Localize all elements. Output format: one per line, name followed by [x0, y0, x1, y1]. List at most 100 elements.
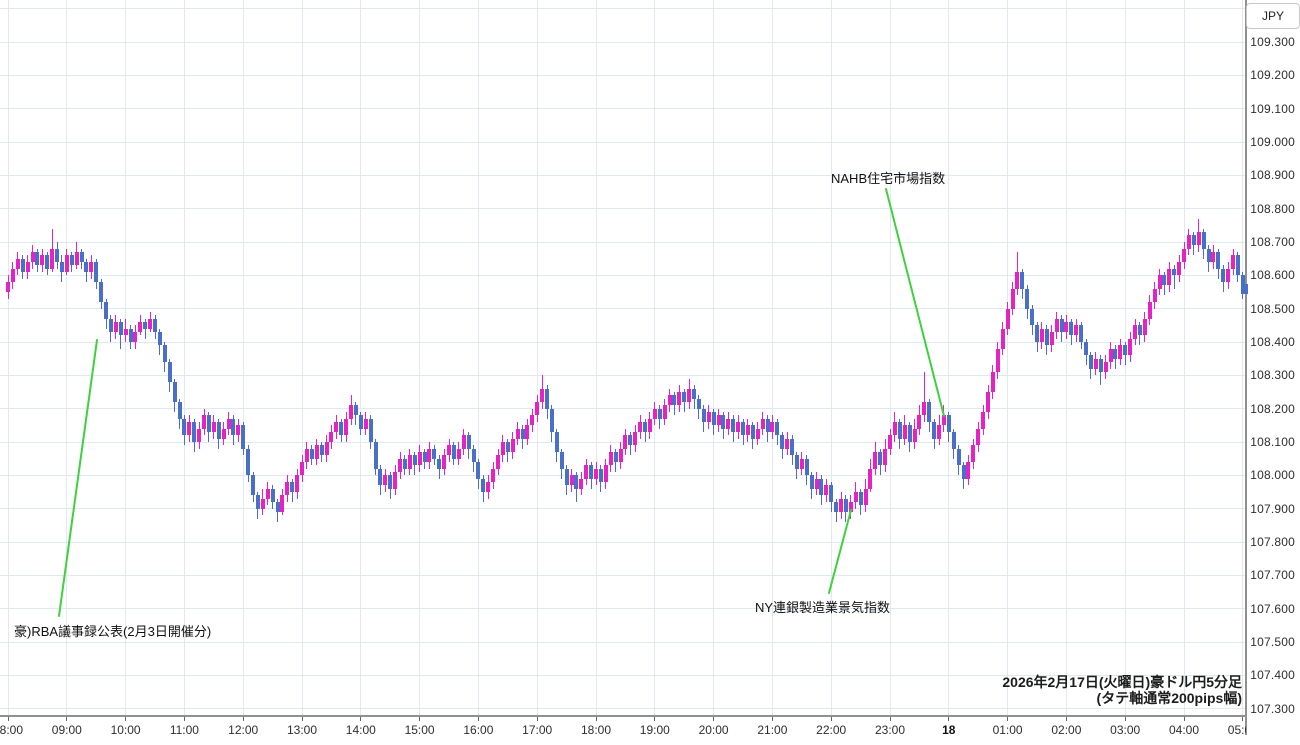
candle-body [1010, 288, 1015, 309]
plot-area[interactable]: 豪)RBA議事録公表(2月3日開催分) NAHB住宅市場指数 NY連銀製造業景気指数 [0, 0, 1246, 715]
candle-body [594, 468, 598, 479]
gridline-vertical [242, 0, 244, 715]
candle-body [603, 465, 608, 482]
candle-body [187, 422, 192, 436]
chart-caption: 2026年2月17日(火曜日)豪ドル円5分足 (タテ軸通常200pips幅) [1002, 674, 1242, 706]
candle-body [231, 418, 236, 436]
candle-body [226, 418, 231, 429]
candle-body [167, 362, 172, 382]
gridline-vertical [948, 0, 950, 715]
candle-body [55, 248, 59, 262]
time-axis-tick [595, 717, 597, 721]
time-label: 11:00 [169, 723, 199, 737]
candle-wick [144, 318, 146, 339]
price-label: 108.000 [1250, 468, 1295, 483]
gridline-horizontal [0, 674, 1245, 676]
candle-body [246, 448, 251, 476]
candle-body [598, 468, 603, 482]
time-axis-tick [830, 717, 832, 721]
candle-body [1108, 348, 1113, 362]
time-axis-tick [536, 717, 538, 721]
event-annotation-label: NY連銀製造業景気指数 [755, 600, 891, 615]
candle-body [618, 448, 623, 462]
candle-body [481, 478, 486, 492]
candle-body [692, 388, 696, 399]
candle-body [157, 332, 162, 346]
time-label: 20:00 [698, 723, 729, 737]
candle-body [84, 262, 89, 272]
candle-body [177, 402, 182, 419]
candle-body [6, 282, 10, 292]
candle-body [64, 255, 69, 272]
price-label: 107.800 [1250, 535, 1295, 549]
candle-body [819, 478, 824, 496]
time-label: 10:00 [110, 723, 141, 737]
gridline-vertical [7, 0, 9, 715]
candle-body [1098, 358, 1103, 372]
candle-body [515, 428, 520, 439]
candle-body [69, 255, 74, 266]
price-label: 108.800 [1250, 201, 1295, 216]
candle-body [736, 422, 741, 432]
candle-body [662, 405, 667, 419]
candle-body [1049, 332, 1054, 346]
candle-body [956, 448, 961, 466]
candle-body [153, 318, 157, 332]
candle-body [770, 422, 775, 432]
candle-body [1216, 252, 1221, 269]
gridline-horizontal [0, 541, 1245, 543]
gridline-horizontal [0, 508, 1245, 510]
candle-body [1064, 322, 1069, 332]
price-label: 108.900 [1250, 168, 1295, 183]
candle-body [946, 415, 951, 432]
event-annotation-label: 豪)RBA議事録公表(2月3日開催分) [14, 624, 212, 639]
candle-body [1186, 235, 1191, 249]
candle-body [270, 488, 275, 502]
candle-body [1069, 322, 1074, 336]
candle-body [981, 412, 986, 429]
candle-body [726, 418, 731, 429]
currency-label-button[interactable]: JPY [1246, 3, 1300, 29]
time-axis-tick [360, 717, 362, 721]
candle-body [608, 452, 613, 466]
candle-body [1147, 302, 1152, 319]
candle-body [275, 502, 280, 512]
price-label: 107.700 [1250, 568, 1295, 583]
candle-body [295, 475, 300, 492]
gridline-horizontal [0, 308, 1245, 310]
time-label: 22:00 [816, 723, 847, 737]
candle-body [579, 478, 584, 489]
price-label: 108.500 [1250, 301, 1295, 316]
event-annotation-line [885, 188, 945, 417]
candle-body [1162, 275, 1167, 286]
time-label: 16:00 [463, 723, 494, 737]
candle-body [731, 418, 736, 432]
gridline-horizontal [0, 274, 1245, 276]
candle-body [500, 442, 505, 456]
candle-body [1201, 232, 1206, 249]
candle-body [701, 408, 706, 422]
candle-body [251, 475, 255, 496]
candle-body [672, 395, 677, 406]
candle-body [986, 392, 990, 412]
candle-body [1177, 262, 1182, 276]
price-label: 107.400 [1250, 668, 1295, 683]
candle-body [59, 262, 64, 272]
time-label: 13:00 [286, 723, 318, 737]
candle-body [976, 428, 981, 446]
gridline-horizontal [0, 174, 1245, 176]
candle-body [545, 388, 549, 409]
candle-body [883, 448, 888, 466]
candle-body [329, 432, 334, 442]
time-label: 12:00 [228, 723, 259, 737]
gridline-horizontal [0, 241, 1245, 243]
candle-body [417, 452, 422, 466]
gridline-vertical [419, 0, 421, 715]
time-axis-tick [1242, 717, 1244, 721]
candle-body [677, 392, 682, 406]
gridline-horizontal [0, 74, 1245, 76]
gridline-vertical [1007, 0, 1009, 715]
candle-body [897, 422, 902, 439]
candle-body [1137, 325, 1142, 336]
